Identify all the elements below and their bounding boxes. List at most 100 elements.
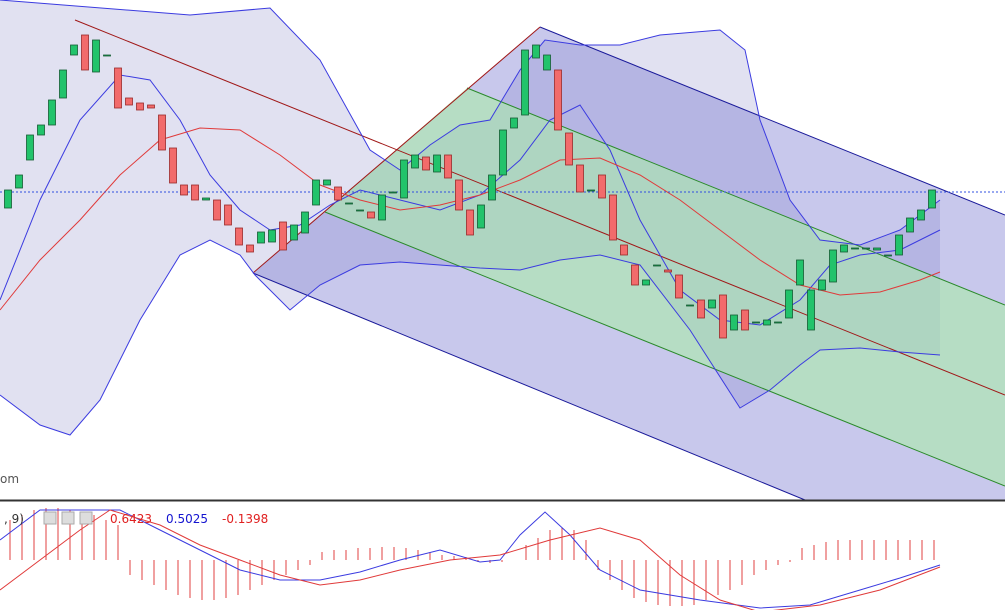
candle bbox=[378, 194, 386, 221]
candle bbox=[224, 204, 232, 226]
candle bbox=[653, 264, 661, 267]
candle bbox=[169, 147, 177, 184]
candle bbox=[48, 99, 56, 126]
icon-button[interactable] bbox=[43, 511, 57, 525]
band-upper bbox=[0, 0, 941, 246]
candle bbox=[290, 224, 298, 241]
candle bbox=[576, 164, 584, 193]
candle bbox=[400, 159, 408, 199]
band-lower bbox=[0, 239, 941, 436]
candle bbox=[125, 97, 133, 106]
candle bbox=[158, 114, 166, 151]
candle bbox=[763, 319, 771, 326]
candle bbox=[895, 234, 903, 256]
candle bbox=[609, 194, 617, 241]
candle bbox=[928, 189, 936, 209]
candle bbox=[411, 154, 419, 169]
candle bbox=[686, 304, 694, 307]
candle bbox=[114, 67, 122, 109]
candle bbox=[774, 321, 782, 324]
candle bbox=[697, 299, 705, 319]
candle bbox=[829, 249, 837, 283]
pitchfork-upper bbox=[539, 26, 1005, 216]
candle bbox=[708, 299, 716, 309]
candle bbox=[257, 231, 265, 244]
candle bbox=[598, 174, 606, 199]
candle bbox=[367, 211, 375, 219]
candle bbox=[466, 209, 474, 236]
candle bbox=[334, 186, 342, 201]
icon-button[interactable] bbox=[61, 511, 75, 525]
watermark: om bbox=[0, 472, 19, 486]
candle bbox=[543, 54, 551, 71]
candle bbox=[15, 174, 23, 189]
candle bbox=[246, 244, 254, 253]
candle bbox=[851, 247, 859, 250]
candle bbox=[807, 289, 815, 331]
candle bbox=[554, 69, 562, 131]
candle bbox=[752, 321, 760, 324]
candle bbox=[70, 44, 78, 56]
macd-value: 0.5025 bbox=[166, 512, 208, 526]
candle bbox=[59, 69, 67, 99]
pitchfork-median bbox=[74, 19, 1005, 396]
macd-values: 0.6423 0.5025 -0.1398 bbox=[110, 512, 268, 526]
candle bbox=[323, 179, 331, 186]
candle bbox=[818, 279, 826, 291]
candle bbox=[741, 309, 749, 331]
candle bbox=[147, 104, 155, 109]
candle bbox=[620, 244, 628, 256]
candle bbox=[730, 314, 738, 331]
candle bbox=[180, 184, 188, 196]
candle bbox=[455, 179, 463, 211]
candle bbox=[565, 132, 573, 166]
candle bbox=[664, 269, 672, 273]
candle bbox=[873, 247, 881, 251]
candle bbox=[796, 259, 804, 286]
candle bbox=[631, 264, 639, 286]
macd-line bbox=[0, 509, 941, 609]
candle bbox=[499, 129, 507, 176]
candle bbox=[213, 199, 221, 221]
candle bbox=[862, 247, 870, 250]
candle bbox=[26, 134, 34, 161]
candle bbox=[422, 156, 430, 171]
candle bbox=[488, 174, 496, 201]
candle bbox=[675, 274, 683, 299]
candle bbox=[356, 209, 364, 212]
candle bbox=[268, 229, 276, 243]
candle bbox=[433, 154, 441, 173]
candle bbox=[521, 49, 529, 116]
candle bbox=[235, 227, 243, 246]
signal-line bbox=[0, 509, 941, 610]
candle bbox=[345, 202, 353, 205]
candle bbox=[202, 197, 210, 201]
candle bbox=[279, 221, 287, 251]
candle bbox=[884, 254, 892, 257]
candle bbox=[4, 189, 12, 209]
candle bbox=[785, 289, 793, 319]
pitchfork-lower bbox=[252, 272, 806, 501]
candle bbox=[312, 179, 320, 206]
macd-value: -0.1398 bbox=[222, 512, 268, 526]
candle bbox=[389, 191, 397, 194]
icon-button[interactable] bbox=[79, 511, 93, 525]
candle bbox=[840, 244, 848, 253]
indicator-label: , 9) bbox=[4, 512, 24, 526]
candle bbox=[719, 294, 727, 339]
macd-value: 0.6423 bbox=[110, 512, 152, 526]
pitchfork-inner-lower bbox=[324, 211, 1005, 487]
candle bbox=[444, 154, 452, 179]
candle bbox=[642, 279, 650, 286]
candle bbox=[301, 211, 309, 234]
candle bbox=[510, 117, 518, 129]
candle bbox=[532, 44, 540, 59]
candle bbox=[917, 209, 925, 221]
pitchfork-base bbox=[252, 26, 541, 274]
candle bbox=[477, 204, 485, 229]
candles bbox=[4, 34, 936, 339]
candle bbox=[191, 184, 199, 201]
candle bbox=[37, 124, 45, 136]
candle bbox=[587, 189, 595, 192]
